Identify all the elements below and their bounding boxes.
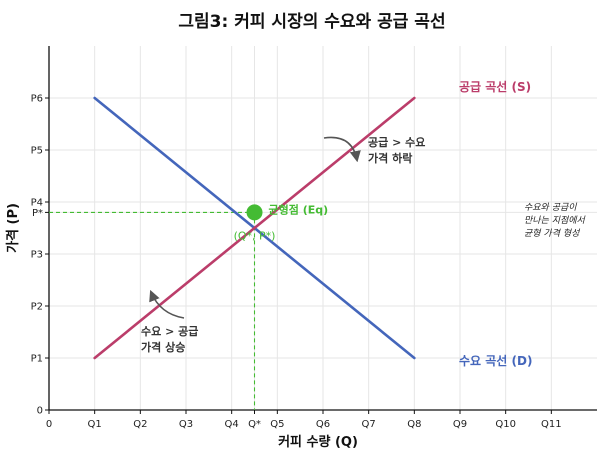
side-note-line-2: 만나는 지점에서 [524, 215, 586, 226]
series-lines [93, 96, 416, 360]
x-tick-labels: 0 Q1 Q2 Q3 Q4 Q* Q5 Q6 Q7 Q8 Q9 Q10 Q11 [46, 410, 562, 430]
y-tick-label: P1 [31, 354, 43, 365]
shortage-arrow [149, 289, 185, 319]
x-tick-label: Q7 [362, 419, 376, 430]
y-tick-label: 0 [37, 406, 43, 417]
supply-line [93, 96, 416, 360]
equilibrium-label: 균형점 (Eq) [269, 202, 329, 216]
supply-series-label: 공급 곡선 (S) [459, 79, 531, 94]
x-tick-label: Q4 [225, 419, 239, 430]
x-tick-label: Q* [248, 419, 261, 430]
x-tick-label: Q10 [495, 419, 516, 430]
surplus-annotation-line-2: 가격 하락 [368, 151, 412, 165]
y-tick-label: P4 [31, 198, 43, 209]
y-tick-label: P5 [31, 146, 43, 157]
annotation-arrows [149, 136, 361, 319]
surplus-arrow [323, 136, 361, 163]
side-note-line-1: 수요와 공급이 [524, 202, 577, 213]
side-note-line-3: 균형 가격 형성 [524, 228, 580, 239]
x-tick-label: Q8 [407, 419, 421, 430]
equilibrium-point [246, 204, 263, 221]
demand-series-label: 수요 곡선 (D) [459, 353, 532, 368]
x-tick-label: Q11 [541, 419, 562, 430]
surplus-annotation-line-1: 공급 > 수요 [368, 136, 425, 149]
x-tick-label: Q1 [88, 419, 102, 430]
y-tick-labels: 0 P1 P2 P3 P*P4 P5 P6 [31, 94, 49, 417]
x-tick-label: Q3 [179, 419, 193, 430]
x-tick-label: 0 [46, 419, 52, 430]
x-axis-label: 커피 수량 (Q) [278, 435, 358, 450]
shortage-annotation-line-1: 수요 > 공급 [141, 325, 198, 338]
shortage-annotation-line-2: 가격 상승 [141, 340, 185, 354]
x-tick-label: Q9 [453, 419, 467, 430]
x-tick-label: Q2 [133, 419, 147, 430]
equilibrium-guides [49, 211, 256, 410]
y-axis-label: 가격 (P) [6, 203, 21, 253]
chart-title: 그림3: 커피 시장의 수요와 공급 곡선 [178, 12, 445, 32]
y-tick-label: P3 [31, 250, 43, 261]
x-tick-label: Q6 [316, 419, 330, 430]
y-tick-label: P6 [31, 94, 43, 105]
grid [49, 46, 597, 410]
x-tick-label: Q5 [270, 419, 284, 430]
equilibrium-coord-label: (Q*, P*) [234, 229, 276, 242]
y-tick-label: P* [32, 208, 43, 219]
y-tick-label: P2 [31, 302, 43, 313]
